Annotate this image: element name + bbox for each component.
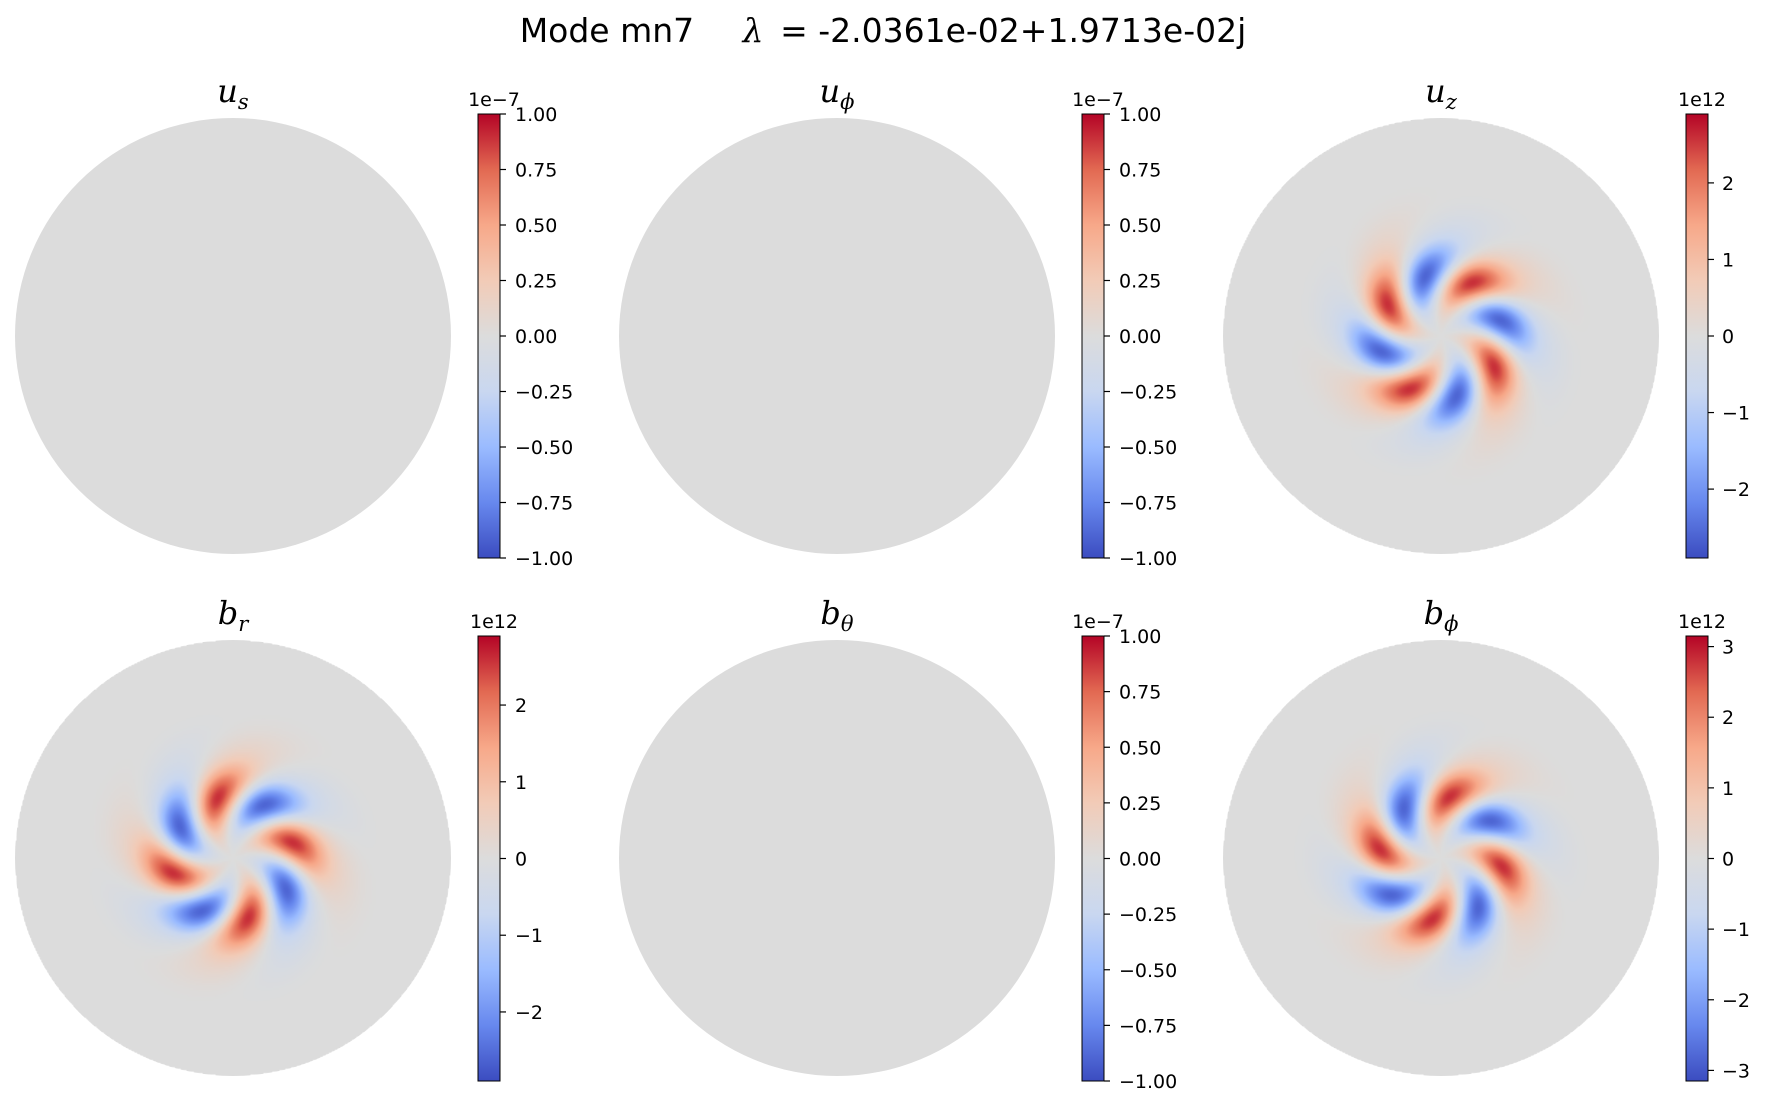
figure-title: Mode mn7 λ = -2.0361e-02+1.9713e-02j	[520, 11, 1247, 50]
colorbar-tick-label: 1	[1722, 249, 1734, 271]
colorbar-tick-label: 0.50	[1119, 737, 1161, 759]
colorbar-tick-label: −0.75	[1119, 1015, 1177, 1037]
colorbar-tick-label: −1	[515, 925, 543, 947]
colorbar-tick-label: −3	[1722, 1060, 1750, 1082]
field-disk	[1223, 118, 1659, 554]
colorbar-tick-label: −0.25	[1119, 904, 1177, 926]
panel-u-0: us 1e−71.00 0.75 0.50 0.25 0.00 −0.25 −0.50 −0.7…	[15, 72, 573, 570]
colorbar-tick-label: −0.75	[515, 493, 573, 515]
panel-title-sub: r	[238, 612, 250, 636]
colorbar-tick-label: 0.50	[1119, 215, 1161, 237]
colorbar-offset-label: 1e−7	[1072, 611, 1124, 633]
colorbar-tick-label: −0.25	[515, 382, 573, 404]
colorbar-tick-label: −0.50	[1119, 960, 1177, 982]
panel-b-4: bθ 1e−71.00 0.75 0.50 0.25 0.00 −0.25 −0.50 −0.7…	[619, 594, 1177, 1093]
colorbar-offset-label: 1e12	[1678, 89, 1726, 111]
colorbar-tick-label: 0	[515, 849, 527, 871]
colorbar-tick-label: −0.25	[1119, 382, 1177, 404]
colorbar-tick-label: 0.00	[515, 326, 557, 348]
lambda-symbol: λ	[741, 11, 764, 50]
colorbar-tick-label: −0.50	[515, 437, 573, 459]
colorbar	[477, 113, 501, 559]
colorbar-tick-label: 0.25	[1119, 793, 1161, 815]
field-disk	[619, 640, 1055, 1076]
field-disk	[619, 118, 1055, 554]
colorbar	[477, 635, 501, 1082]
panel-title-base: b	[820, 594, 840, 632]
field-disk	[15, 640, 451, 1076]
panel-title: uϕ	[820, 72, 855, 114]
colorbar-tick-label: 0.75	[1119, 160, 1161, 182]
panel-title-sub: s	[238, 90, 249, 114]
colorbar	[1685, 113, 1709, 559]
colorbar-tick-label: −2	[515, 1002, 543, 1024]
panel-title: br	[218, 594, 250, 636]
colorbar-tick-label: 0.75	[515, 160, 557, 182]
panel-u-2: uz 1e12 2 1 0 −1 −2	[1223, 72, 1750, 559]
colorbar-tick-label: 0.25	[1119, 271, 1161, 293]
colorbar-tick-label: −0.50	[1119, 437, 1177, 459]
panel-title-base: u	[820, 72, 841, 110]
field-disk	[1223, 640, 1659, 1076]
panel-title-sub: ϕ	[840, 90, 854, 114]
colorbar-tick-label: 0.25	[515, 271, 557, 293]
colorbar-tick-label: −1	[1722, 919, 1750, 941]
panel-title: uz	[1425, 72, 1458, 114]
colorbar	[1081, 635, 1105, 1082]
panel-title: bϕ	[1424, 594, 1459, 636]
colorbar-tick-label: 1.00	[1119, 104, 1161, 126]
colorbar-tick-label: −2	[1722, 990, 1750, 1012]
panel-b-3: br 1e12 2 1 0 −1 −2	[15, 594, 543, 1082]
colorbar-tick-label: 2	[1722, 707, 1734, 729]
colorbar-tick-label: 3	[1722, 637, 1734, 659]
colorbar-tick-label: −1.00	[515, 548, 573, 570]
colorbar-tick-label: 0.00	[1119, 849, 1161, 871]
colorbar-tick-label: −2	[1722, 479, 1750, 501]
colorbar-offset-label: 1e−7	[1072, 89, 1124, 111]
panel-title-sub: ϕ	[1444, 612, 1458, 636]
colorbar-tick-label: 2	[1722, 173, 1734, 195]
colorbar-tick-label: 0.75	[1119, 682, 1161, 704]
colorbar-offset-label: 1e−7	[468, 89, 520, 111]
panel-title-base: u	[217, 72, 238, 110]
colorbar-tick-label: 1	[1722, 778, 1734, 800]
colorbar-tick-label: 1.00	[1119, 626, 1161, 648]
panel-title-base: u	[1425, 72, 1446, 110]
panel-title: bθ	[820, 594, 853, 636]
panel-title: us	[217, 72, 249, 114]
colorbar-tick-label: 2	[515, 695, 527, 717]
colorbar-tick-label: 0.50	[515, 215, 557, 237]
colorbar-tick-label: 1	[515, 772, 527, 794]
colorbar-tick-label: −1.00	[1119, 548, 1177, 570]
panel-title-sub: θ	[841, 612, 854, 636]
colorbar-tick-label: 0	[1722, 849, 1734, 871]
colorbar-tick-label: −1.00	[1119, 1071, 1177, 1093]
field-disk	[15, 118, 451, 554]
figure-title-mode: Mode mn7	[520, 11, 694, 50]
panel-title-base: b	[1424, 594, 1444, 632]
colorbar-offset-label: 1e12	[1678, 611, 1726, 633]
colorbar	[1081, 113, 1105, 559]
panel-title-sub: z	[1445, 90, 1458, 114]
panel-grid: us 1e−71.000.750.500.250.00−0.25−0.50−0.7…	[15, 72, 1750, 1093]
panel-title-base: b	[218, 594, 238, 632]
colorbar	[1685, 635, 1709, 1082]
panel-b-5: bϕ 1e12 3 2 1 0 −1 −2 −3	[1223, 594, 1750, 1082]
colorbar-tick-label: −1	[1722, 403, 1750, 425]
colorbar-tick-label: −0.75	[1119, 493, 1177, 515]
colorbar-tick-label: 0	[1722, 326, 1734, 348]
lambda-value: = -2.0361e-02+1.9713e-02j	[780, 11, 1246, 50]
colorbar-tick-label: 0.00	[1119, 326, 1161, 348]
colorbar-offset-label: 1e12	[470, 611, 518, 633]
colorbar-tick-label: 1.00	[515, 104, 557, 126]
panel-u-1: uϕ 1e−71.00 0.75 0.50 0.25 0.00 −0.25 −0.50 −0.7…	[619, 72, 1177, 570]
